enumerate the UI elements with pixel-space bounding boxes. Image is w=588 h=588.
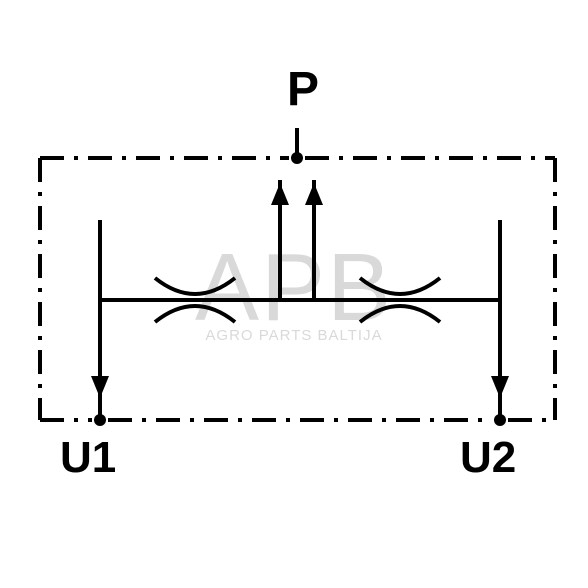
watermark-sub: AGRO PARTS BALTIJA [205,327,382,344]
label-U1: U1 [60,433,116,482]
label-U2: U2 [460,433,516,482]
label-P: P [287,63,319,116]
watermark: APB AGRO PARTS BALTIJA [195,234,393,344]
